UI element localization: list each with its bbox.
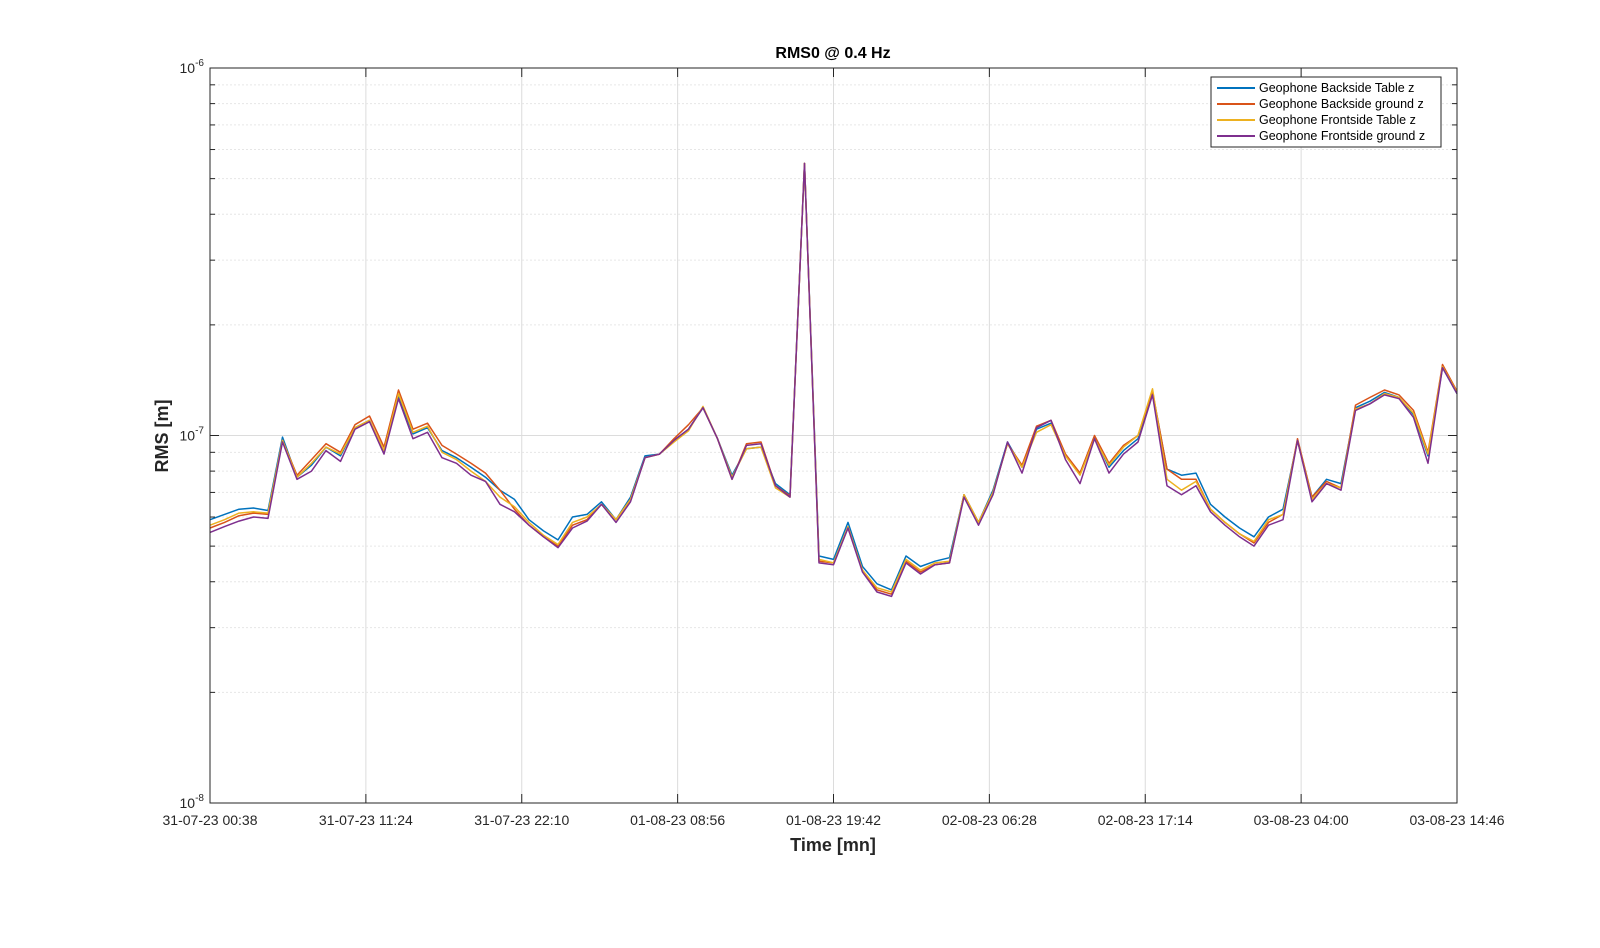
x-tick-label: 01-08-23 19:42 — [786, 812, 881, 828]
x-tick-label: 03-08-23 14:46 — [1410, 812, 1505, 828]
chart-title: RMS0 @ 0.4 Hz — [775, 45, 890, 62]
y-tick-label: 10-8 — [180, 793, 205, 811]
legend-label: Geophone Frontside Table z — [1259, 113, 1416, 127]
legend-label: Geophone Backside Table z — [1259, 81, 1414, 95]
y-axis-label: RMS [m] — [152, 400, 172, 473]
axis-ticks — [209, 68, 1458, 804]
y-tick-labels: 10-8 10-7 10-6 — [180, 58, 205, 811]
y-tick-label: 10-6 — [180, 58, 205, 76]
series-group — [209, 162, 1458, 598]
legend-label: Geophone Frontside ground z — [1259, 129, 1425, 143]
x-tick-label: 02-08-23 17:14 — [1098, 812, 1193, 828]
x-tick-label: 31-07-23 22:10 — [474, 812, 569, 828]
x-tick-label: 31-07-23 11:24 — [319, 812, 413, 828]
x-tick-label: 01-08-23 08:56 — [630, 812, 725, 828]
series-line-1 — [209, 162, 1458, 591]
x-tick-label: 03-08-23 04:00 — [1254, 812, 1349, 828]
x-tick-labels: 31-07-23 00:38 31-07-23 11:24 31-07-23 22:… — [163, 812, 1505, 828]
x-tick-label: 31-07-23 00:38 — [163, 812, 258, 828]
y-tick-label: 10-7 — [180, 426, 205, 444]
x-tick-label: 02-08-23 06:28 — [942, 812, 1037, 828]
series-line-4 — [209, 162, 1458, 598]
legend-label: Geophone Backside ground z — [1259, 97, 1424, 111]
legend: Geophone Backside Table z Geophone Backsi… — [1210, 76, 1442, 148]
x-axis-label: Time [mn] — [790, 835, 876, 855]
